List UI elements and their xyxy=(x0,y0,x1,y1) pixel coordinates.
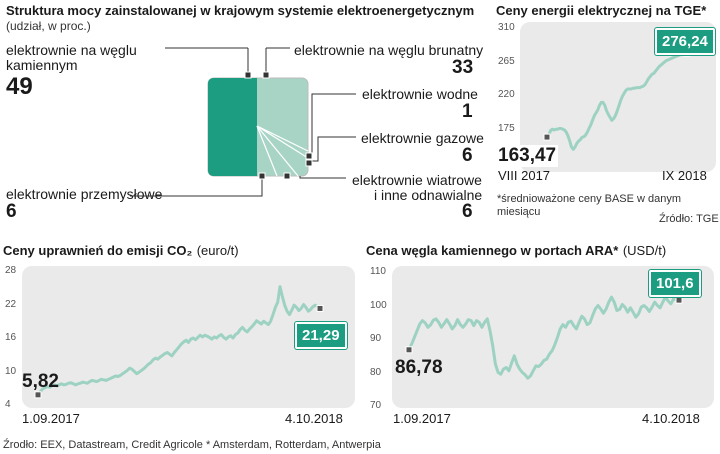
co2-y-tick: 22 xyxy=(5,298,17,310)
hard-coal-marker xyxy=(244,71,252,79)
tge-series-line xyxy=(545,51,688,151)
wind-label-2: i inne odnawialne xyxy=(374,187,483,203)
co2-end-badge: 21,29 xyxy=(295,322,347,349)
hydro-label: elektrownie wodne xyxy=(362,86,478,102)
wind-value: 6 xyxy=(462,201,473,222)
ara-series-line xyxy=(407,295,680,380)
co2-y-tick: 16 xyxy=(5,332,17,343)
gas-marker xyxy=(305,159,313,167)
ara-x-start: 1.09.2017 xyxy=(393,411,451,426)
ara-end-point xyxy=(675,296,683,304)
gas-label: elektrownie gazowe xyxy=(361,130,484,146)
capacity-subtitle: (udział, w proc.) xyxy=(6,19,91,33)
ara-y-tick: 80 xyxy=(370,366,382,378)
tge-start-label: 163,47 xyxy=(496,145,559,167)
co2-heading: Ceny uprawnień do emisji CO₂ (euro/t) xyxy=(3,242,239,260)
tge-source: Źródło: TGE xyxy=(659,213,719,225)
hard-coal-segment xyxy=(208,78,257,176)
co2-y-tick: 28 xyxy=(5,265,17,276)
co2-start-point xyxy=(34,391,42,399)
tge-title: Ceny energii elektrycznej na TGE* xyxy=(496,3,707,18)
hydro-value: 1 xyxy=(462,101,473,122)
tge-y-tick: 310 xyxy=(498,22,515,33)
tge-footnote-1: *średnioważone ceny BASE w danym xyxy=(497,193,682,205)
ara-start-label: 86,78 xyxy=(395,357,443,378)
co2-title: Ceny uprawnień do emisji CO₂ xyxy=(3,243,193,258)
co2-start-label: 5,82 xyxy=(22,371,59,392)
ara-start-point xyxy=(405,346,413,354)
hard-coal-value: 49 xyxy=(6,73,33,100)
gas-value: 6 xyxy=(462,145,473,166)
capacity-leaders xyxy=(130,47,356,197)
capacity-markers xyxy=(244,71,313,180)
co2-y-tick: 10 xyxy=(5,365,17,377)
co2-end-point xyxy=(316,304,324,312)
ara-x-end: 4.10.2018 xyxy=(642,411,700,426)
ara-unit: (USD/t) xyxy=(622,243,667,258)
hard-coal-label-1: elektrownie na węglu xyxy=(6,42,137,58)
sources-note: Źrodło: EEX, Datastream, Credit Agricole… xyxy=(3,439,381,451)
tge-y-tick: 265 xyxy=(498,55,515,67)
lignite-value: 33 xyxy=(452,57,474,78)
co2-x-start: 1.09.2017 xyxy=(22,411,80,426)
capacity-dividers xyxy=(256,125,309,177)
tge-footnote-2: miesiącu xyxy=(497,206,541,218)
wind-marker xyxy=(283,172,291,180)
capacity-title: Struktura mocy zainstalowanej w krajowym… xyxy=(6,3,475,18)
ara-heading: Cena węgla kamiennego w portach ARA* (US… xyxy=(366,242,666,260)
tge-end-badge: 276,24 xyxy=(655,28,715,55)
lignite-label: elektrownie na węglu brunatny xyxy=(294,42,484,58)
industrial-marker xyxy=(258,172,266,180)
co2-y-tick: 4 xyxy=(5,399,11,410)
tge-x-start: VIII 2017 xyxy=(498,168,551,183)
ara-y-tick: 90 xyxy=(370,333,382,344)
hard-coal-label-2: kamiennym xyxy=(6,57,78,73)
ara-y-tick: 70 xyxy=(370,400,382,411)
ara-title: Cena węgla kamiennego w portach ARA* xyxy=(366,243,619,258)
co2-series-line xyxy=(36,285,321,396)
co2-x-end: 4.10.2018 xyxy=(285,411,343,426)
co2-unit: (euro/t) xyxy=(196,243,239,258)
wind-label-1: elektrownie wiatrowe xyxy=(352,172,482,188)
lignite-marker xyxy=(262,71,270,79)
ara-end-badge: 101,6 xyxy=(649,270,701,297)
tge-y-tick: 220 xyxy=(498,89,515,100)
hydro-marker xyxy=(305,152,313,160)
ara-y-tick: 100 xyxy=(370,299,387,311)
industrial-label: elektrownie przemysłowe xyxy=(6,186,163,202)
tge-start-point xyxy=(543,133,551,141)
ara-y-tick: 110 xyxy=(370,266,386,277)
tge-x-end: IX 2018 xyxy=(662,168,707,183)
tge-y-tick: 175 xyxy=(498,122,515,134)
industrial-value: 6 xyxy=(6,201,17,222)
